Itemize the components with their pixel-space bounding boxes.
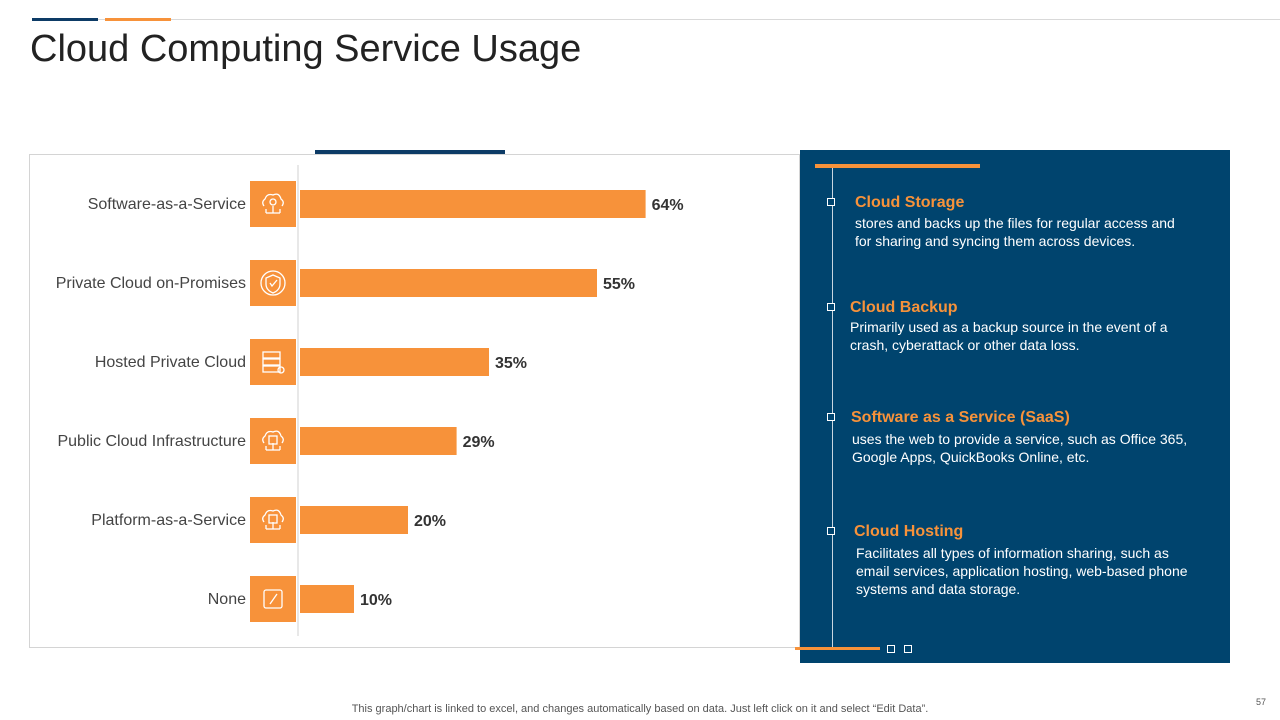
page-number: 57 [1256, 697, 1267, 707]
icon-tile [250, 339, 296, 385]
bar [300, 348, 489, 376]
icon-tile [250, 260, 296, 306]
item-title-cloud-storage: Cloud Storage [855, 194, 965, 211]
pager-square [904, 645, 912, 653]
item-title-cloud-backup: Cloud Backup [850, 299, 958, 316]
item-desc-saas: uses the web to provide a service, such … [852, 431, 1188, 465]
bar-row: Hosted Private Cloud 35% [95, 339, 527, 385]
value-label: 64% [652, 197, 684, 214]
pager-square [887, 645, 895, 653]
value-label: 35% [495, 355, 527, 372]
bar [300, 506, 408, 534]
item-desc-cloud-backup: Primarily used as a backup source in the… [850, 319, 1168, 353]
bar [300, 427, 457, 455]
category-label: Hosted Private Cloud [95, 354, 246, 371]
bar-row: Private Cloud on-Promises 55% [56, 260, 635, 306]
category-label: Private Cloud on-Promises [56, 275, 246, 292]
chart-accent-bar [315, 150, 505, 154]
timeline-node [827, 413, 835, 421]
item-desc-cloud-hosting: Facilitates all types of information sha… [856, 545, 1188, 597]
value-label: 10% [360, 592, 392, 609]
shield-check-icon [250, 260, 296, 306]
edit-icon [250, 576, 296, 622]
bar [300, 190, 646, 218]
timeline-line [832, 168, 833, 648]
chart-frame [29, 154, 800, 648]
item-desc-cloud-storage: stores and backs up the files for regula… [855, 215, 1175, 249]
icon-tile [250, 497, 296, 543]
value-label: 29% [463, 434, 495, 451]
header-accent-orange [105, 18, 171, 21]
bar [300, 585, 354, 613]
category-label: Public Cloud Infrastructure [57, 433, 246, 450]
icon-tile [250, 181, 296, 227]
header-accent-blue [32, 18, 98, 21]
page-title: Cloud Computing Service Usage [30, 28, 582, 70]
header-rule [32, 19, 1280, 20]
icon-tile [250, 418, 296, 464]
timeline-node [827, 198, 835, 206]
timeline-node [827, 303, 835, 311]
panel-bottom-accent [795, 647, 880, 650]
bar-row: Platform-as-a-Service 20% [91, 497, 446, 543]
item-title-saas: Software as a Service (SaaS) [851, 409, 1070, 426]
bar-row: Software-as-a-Service 64% [88, 181, 684, 227]
bar [300, 269, 597, 297]
cloud-chip-icon [250, 497, 296, 543]
info-panel [800, 150, 1230, 663]
server-rack-icon [250, 339, 296, 385]
category-label: Software-as-a-Service [88, 196, 246, 213]
bar-row: Public Cloud Infrastructure 29% [57, 418, 495, 464]
value-label: 55% [603, 276, 635, 293]
category-label: Platform-as-a-Service [91, 512, 246, 529]
value-label: 20% [414, 513, 446, 530]
bar-row: None 10% [208, 576, 392, 622]
cloud-network-icon [250, 418, 296, 464]
footer-note: This graph/chart is linked to excel, and… [351, 703, 929, 715]
item-title-cloud-hosting: Cloud Hosting [854, 523, 964, 540]
panel-top-accent [815, 164, 980, 168]
bar-chart: Software-as-a-Service 64% Private Cloud on… [56, 165, 684, 636]
cloud-gear-icon [250, 181, 296, 227]
category-label: None [208, 591, 246, 608]
timeline-node [827, 527, 835, 535]
